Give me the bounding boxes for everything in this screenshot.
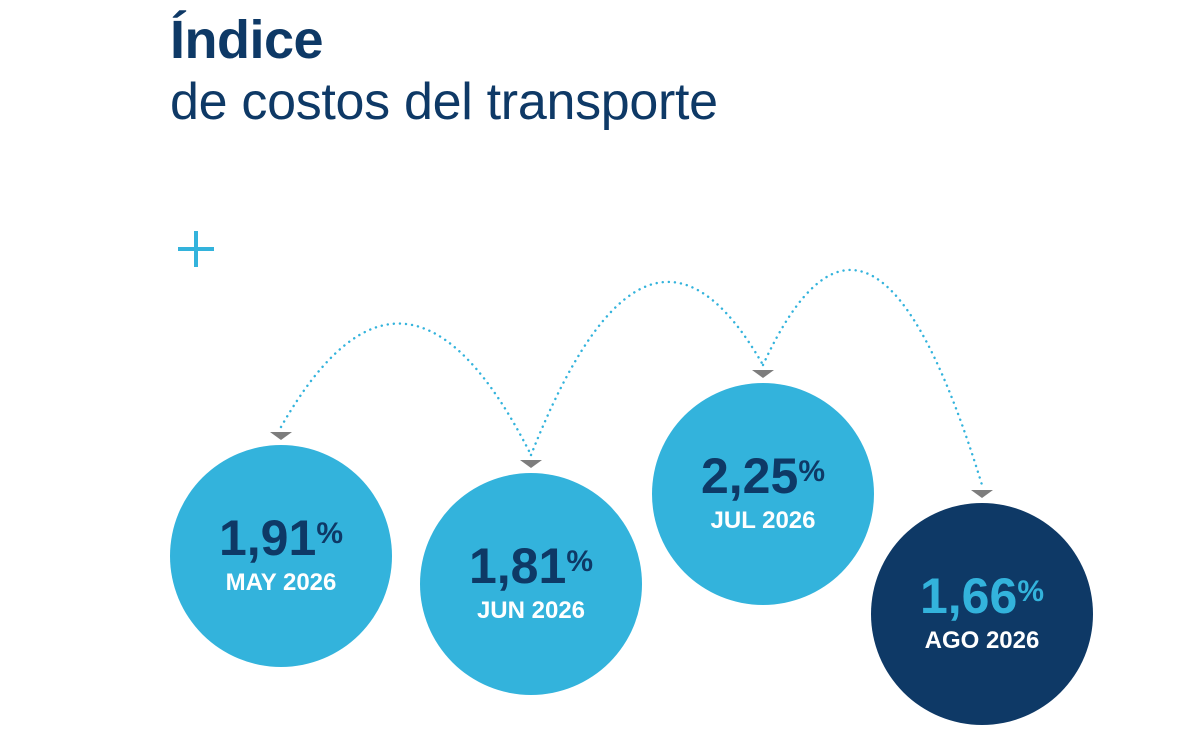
page-title: Índice: [170, 10, 324, 70]
value-label: 1,66%: [920, 568, 1044, 624]
bubble: [871, 503, 1093, 725]
connector-arc: [761, 268, 984, 487]
bubble: [652, 383, 874, 605]
plus-icon: [178, 231, 214, 267]
connector-arc: [279, 322, 533, 457]
arrowhead-icon: [971, 490, 993, 498]
bubble: [170, 445, 392, 667]
period-label: JUN 2026: [477, 597, 585, 624]
arrowhead-icon: [270, 432, 292, 440]
page-subtitle: de costos del transporte: [170, 73, 718, 131]
value-label: 1,91%: [219, 510, 343, 566]
period-label: AGO 2026: [925, 627, 1040, 654]
bubble: [420, 473, 642, 695]
value-label: 2,25%: [701, 448, 825, 504]
value-label: 1,81%: [469, 538, 593, 594]
period-label: MAY 2026: [226, 569, 337, 596]
arrowhead-icon: [520, 460, 542, 468]
arrowhead-icon: [752, 370, 774, 378]
period-label: JUL 2026: [711, 507, 816, 534]
